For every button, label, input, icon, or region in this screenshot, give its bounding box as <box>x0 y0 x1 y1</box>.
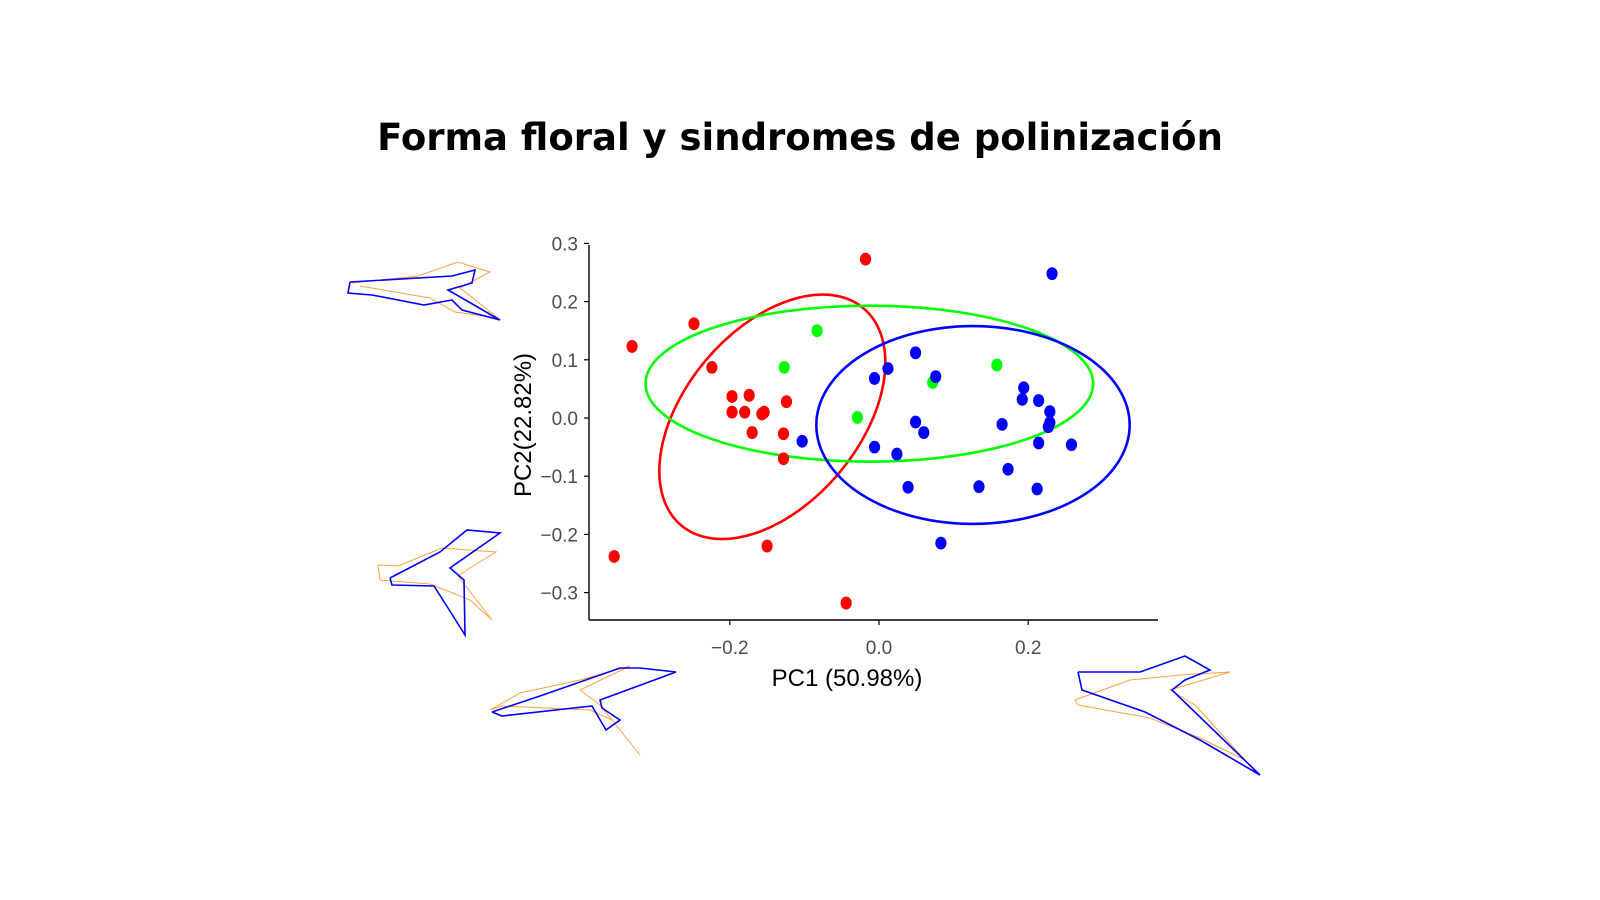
x-axis-ticks: −0.2 0.0 0.2 <box>711 620 1041 659</box>
data-point-series-2 <box>1033 394 1045 407</box>
data-point-series-0 <box>761 539 773 553</box>
data-point-series-0 <box>688 317 700 331</box>
consensus-shape-outline <box>1077 655 1261 776</box>
data-point-series-2 <box>1042 420 1054 434</box>
data-point-series-2 <box>1016 392 1028 406</box>
data-point-series-2 <box>935 536 947 550</box>
deformed-shape-outline <box>351 261 500 319</box>
y-tick-label: −0.1 <box>540 467 578 488</box>
shape-diagram-pc2-positive <box>347 261 501 321</box>
confidence-ellipse-0 <box>658 293 887 541</box>
data-point-series-2 <box>909 346 922 360</box>
data-point-series-2 <box>1044 405 1056 418</box>
data-point-series-2 <box>1065 438 1078 452</box>
data-point-series-0 <box>746 426 758 439</box>
data-point-series-2 <box>996 418 1008 431</box>
data-point-series-2 <box>918 426 930 439</box>
consensus-shape-outline <box>389 529 503 638</box>
y-tick-label: 0.1 <box>552 351 578 372</box>
x-axis-title: PC1 (50.98%) <box>772 665 923 692</box>
data-point-series-2 <box>909 415 922 429</box>
x-tick-label: −0.2 <box>711 638 749 659</box>
y-tick-label: 0.0 <box>552 409 578 430</box>
data-points <box>608 252 1078 610</box>
data-point-series-0 <box>780 395 793 409</box>
data-point-series-2 <box>1002 462 1014 476</box>
data-point-series-0 <box>777 452 790 466</box>
confidence-ellipse-2 <box>815 324 1131 526</box>
data-point-series-2 <box>868 440 881 454</box>
data-point-series-2 <box>1018 381 1030 395</box>
data-point-series-2 <box>891 447 903 461</box>
data-point-series-2 <box>1033 436 1045 450</box>
data-point-series-2 <box>930 370 942 384</box>
data-point-series-2 <box>868 372 881 385</box>
data-point-series-1 <box>991 358 1003 372</box>
data-point-series-2 <box>973 480 985 494</box>
deformed-shape-outline <box>1074 671 1246 761</box>
shape-diagram-pc2-negative <box>377 529 503 638</box>
shape-diagram-pc1-positive <box>1074 655 1261 776</box>
y-tick-label: −0.3 <box>540 584 578 605</box>
data-point-series-0 <box>743 388 755 402</box>
data-point-series-2 <box>902 480 914 494</box>
data-point-series-0 <box>859 252 872 266</box>
data-point-series-2 <box>1046 267 1058 281</box>
confidence-ellipse-1 <box>644 304 1095 463</box>
deformed-shape-outline <box>489 665 641 756</box>
data-point-series-0 <box>840 596 852 610</box>
consensus-shape-outline <box>347 268 501 321</box>
data-point-series-0 <box>758 405 770 419</box>
y-tick-label: 0.2 <box>552 293 578 314</box>
data-point-series-2 <box>882 362 894 375</box>
data-point-series-0 <box>739 405 751 419</box>
data-point-series-2 <box>1031 482 1043 496</box>
x-tick-label: 0.0 <box>866 638 892 659</box>
y-tick-label: 0.3 <box>552 234 578 255</box>
data-point-series-1 <box>811 324 823 338</box>
data-point-series-0 <box>726 405 738 419</box>
consensus-shape-outline <box>491 667 677 732</box>
confidence-ellipses <box>644 293 1131 541</box>
data-point-series-2 <box>796 434 808 448</box>
data-point-series-0 <box>726 390 738 403</box>
chart-title: Forma floral y sindromes de polinización <box>377 116 1223 159</box>
y-axis-title: PC2(22.82%) <box>510 353 537 497</box>
x-tick-label: 0.2 <box>1015 638 1041 659</box>
data-point-series-0 <box>706 360 718 374</box>
data-point-series-0 <box>777 427 790 441</box>
plot-area: 0.3 0.2 0.1 0.0 −0.1 −0.2 −0.3 −0.2 0.0 0.2 PC1 … <box>510 234 1158 692</box>
data-point-series-0 <box>608 550 620 563</box>
deformed-shape-outline <box>377 547 498 621</box>
data-point-series-1 <box>778 360 790 374</box>
y-tick-label: −0.2 <box>540 525 578 546</box>
data-point-series-0 <box>626 340 638 353</box>
data-point-series-1 <box>851 411 863 424</box>
shape-diagram-pc1-negative <box>489 665 677 756</box>
y-axis-ticks: 0.3 0.2 0.1 0.0 −0.1 −0.2 −0.3 <box>540 234 589 605</box>
